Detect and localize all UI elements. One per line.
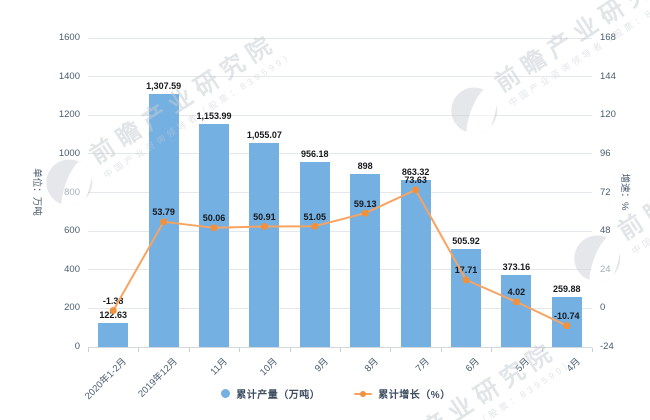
bar[interactable] (249, 143, 280, 347)
line-point-label: 17.71 (454, 265, 478, 276)
y-axis-tick-label-left: 600 (64, 225, 80, 237)
y-axis-tick-label-right: 120 (600, 109, 616, 121)
line-point-label: 59.13 (353, 198, 377, 209)
y-axis-tick-label-right: 96 (600, 147, 611, 159)
x-axis-tick (289, 348, 291, 352)
x-axis-tick (592, 348, 593, 352)
y-axis-tick-label-left: 800 (64, 186, 80, 198)
y-axis-tick-label-left: 200 (64, 302, 80, 314)
x-axis-tick (390, 348, 392, 352)
bar-value-label: 122.63 (99, 310, 127, 321)
line-point-label: -1.38 (102, 296, 124, 307)
line-point-label: 51.05 (303, 211, 327, 222)
y-axis-tick-label-left: 1000 (58, 147, 80, 159)
y-axis-tick-label-right: -24 (600, 341, 614, 352)
y-axis-tick-label-right: 24 (600, 263, 611, 275)
y-axis-tick-label-right: 144 (600, 70, 616, 82)
x-axis-tick (239, 348, 241, 352)
x-axis-tick (440, 348, 442, 352)
line-series-marker-icon (354, 389, 373, 398)
gridline (88, 76, 592, 78)
legend-item-growth[interactable]: 累计增长（%） (354, 386, 450, 401)
watermark-logo-icon (442, 78, 507, 143)
bar[interactable] (148, 94, 179, 347)
y-axis-tick-label-right: 72 (600, 186, 611, 198)
bar[interactable] (299, 162, 330, 347)
gridline (88, 153, 592, 155)
x-axis-tick (188, 348, 190, 352)
x-axis-tick (340, 348, 341, 352)
bar-value-label: 863.32 (401, 167, 430, 178)
bar-value-label: 898 (357, 160, 373, 171)
x-axis-line (88, 347, 592, 348)
x-axis-tick (541, 348, 543, 352)
bar-value-label: 1,153.99 (196, 111, 232, 122)
line-point-label: -10.74 (554, 311, 580, 322)
y-axis-tick-label-left: 1400 (58, 70, 80, 82)
legend-label-production: 累计产量（万吨） (236, 390, 321, 401)
y-axis-tick-label-right: 0 (600, 302, 606, 314)
gridline (88, 37, 592, 39)
legend-label-growth: 累计增长（%） (378, 390, 451, 401)
bar-value-label: 1,055.07 (246, 130, 282, 141)
x-axis-tick (491, 348, 493, 352)
gridline (88, 114, 592, 116)
bar[interactable] (501, 274, 532, 347)
bar-value-label: 505.92 (452, 236, 480, 247)
y-axis-tick-label-left: 1200 (58, 109, 80, 121)
bar[interactable] (98, 323, 129, 347)
bar-series-marker-icon (221, 389, 231, 398)
x-axis-tick (88, 348, 89, 352)
line-point-label: 73.63 (404, 175, 427, 186)
bar-value-label: 956.18 (301, 149, 329, 160)
x-axis-tick (138, 348, 140, 352)
y-axis-tick-label-right: 48 (600, 225, 611, 237)
bar[interactable] (451, 249, 481, 347)
watermark: 前瞻产业研究院 中国产业咨询领导者（股票：839599） (0, 410, 9, 420)
watermark-logo-icon (565, 226, 630, 291)
bar[interactable] (199, 124, 229, 347)
bar[interactable] (400, 180, 431, 347)
y-axis-tick-label-left: 400 (64, 263, 80, 275)
y-axis-tick-label-left: 0 (74, 341, 80, 352)
bar-value-label: 1,307.59 (146, 81, 182, 92)
y-axis-tick-label-left: 1600 (58, 32, 80, 43)
line-point-label: 4.02 (507, 287, 526, 298)
y-axis-tick-label-right: 168 (600, 32, 616, 43)
legend: 累计产量（万吨） 累计增长（%） (0, 386, 650, 401)
watermark-logo-icon (37, 150, 102, 215)
legend-item-production[interactable]: 累计产量（万吨） (221, 386, 320, 401)
